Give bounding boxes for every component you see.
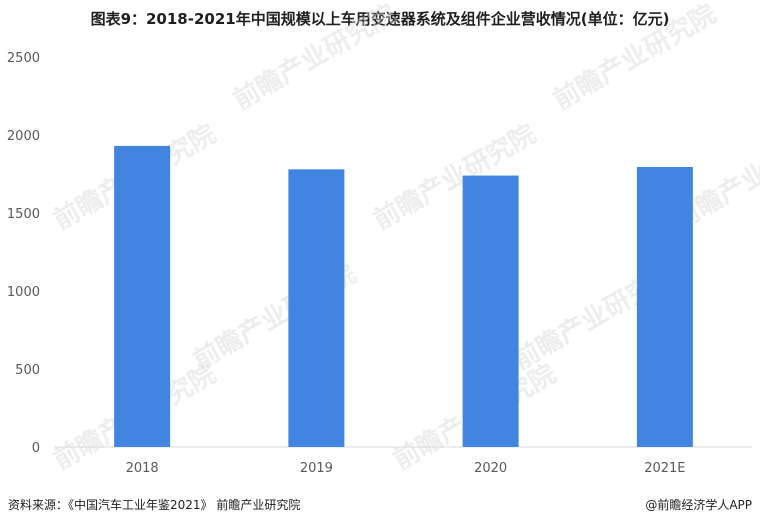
chart-title: 图表9：2018-2021年中国规模以上车用变速器系统及组件企业营收情况(单位：… [90,10,670,28]
y-tick-label: 1500 [7,207,40,222]
y-tick-label: 2000 [7,129,40,144]
bar-2020 [462,175,519,447]
y-tick-label: 1000 [7,285,40,300]
bar-series [114,145,693,448]
y-axis: 0 500 1000 1500 2000 2500 [7,51,40,456]
x-tick-label: 2019 [300,461,333,476]
y-tick-label: 2500 [7,51,40,66]
brand-credit: @前瞻经济学人APP [645,498,752,512]
x-tick-label: 2021E [644,461,685,476]
x-axis: 2018 2019 2020 2021E [126,461,686,476]
bar-2021E [636,166,693,448]
x-tick-label: 2020 [474,461,507,476]
watermark-text: 前瞻产业研究院 [228,0,401,116]
source-note: 资料来源：《中国汽车工业年鉴2021》 前瞻产业研究院 [8,498,301,512]
bar-2018 [114,145,171,448]
y-tick-label: 500 [15,363,40,378]
x-tick-label: 2018 [126,461,159,476]
y-tick-label: 0 [32,441,40,456]
watermark-text: 前瞻产业研究院 [548,0,721,116]
bar-2019 [288,169,345,447]
